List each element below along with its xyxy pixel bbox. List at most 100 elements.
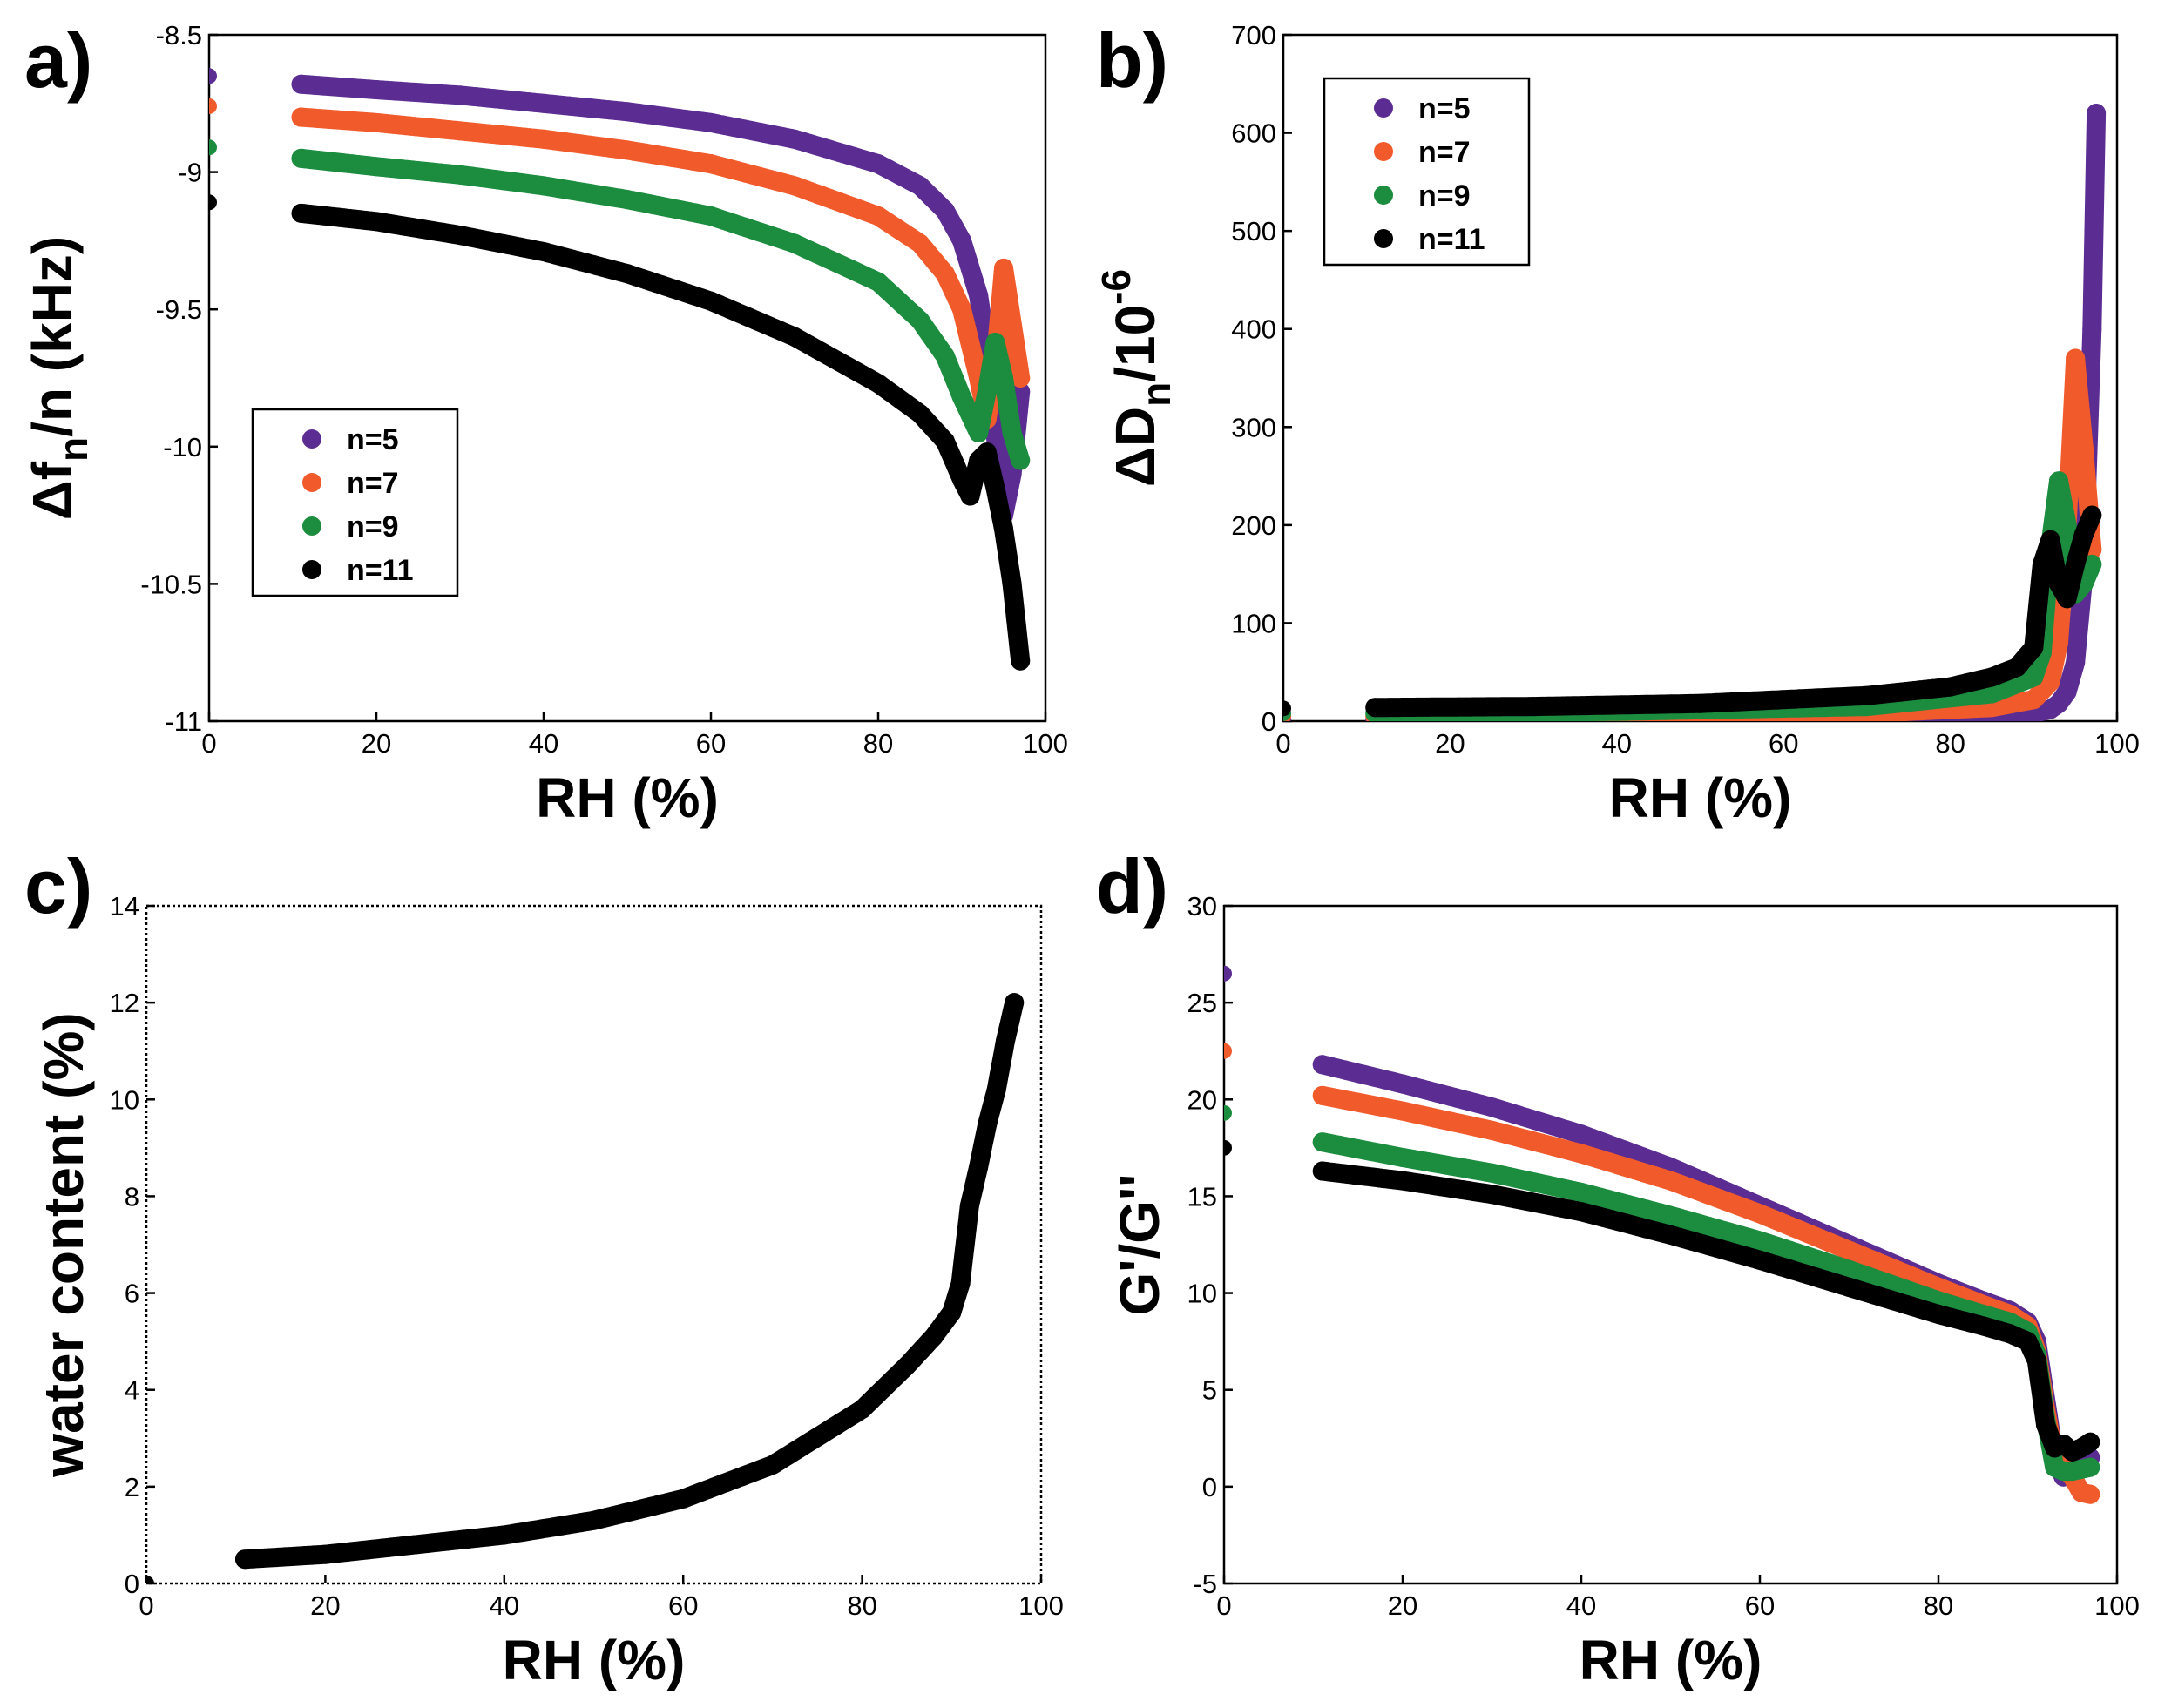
initial-point	[209, 194, 217, 211]
data-point	[2066, 554, 2086, 574]
series-line	[235, 993, 1025, 1570]
y-tick-label: -8.5	[156, 20, 202, 51]
data-point	[785, 327, 804, 347]
initial-point	[1224, 1043, 1232, 1059]
x-tick-label: 60	[1745, 1590, 1775, 1621]
y-tick-label: -9	[178, 158, 202, 188]
series-line	[1312, 1085, 2100, 1504]
series-n-11	[1224, 1139, 2100, 1462]
data-point	[2073, 525, 2094, 545]
data-point	[450, 121, 470, 141]
y-tick-label: -10	[163, 432, 202, 462]
legend-marker	[302, 516, 321, 536]
data-point	[1482, 1097, 1502, 1117]
y-axis-label: ΔDn/10-6	[1093, 269, 1179, 487]
data-point	[673, 1489, 693, 1509]
data-point	[618, 102, 637, 122]
series-n-9	[209, 139, 1031, 470]
data-point	[2024, 667, 2044, 687]
series-line	[291, 107, 1031, 429]
initial-point	[209, 68, 217, 84]
x-tick-label: 80	[1924, 1590, 1953, 1621]
data-point	[785, 176, 804, 196]
data-point	[701, 291, 720, 311]
legend-label: n=11	[1418, 223, 1485, 256]
data-point	[291, 148, 311, 168]
y-tick-label: 20	[1187, 1084, 1217, 1115]
data-point	[1011, 651, 1031, 671]
data-point	[1011, 368, 1031, 388]
data-point	[985, 478, 1005, 498]
data-point	[2082, 505, 2102, 525]
data-point	[1393, 1147, 1412, 1167]
data-point	[959, 1196, 979, 1216]
data-point	[291, 107, 311, 127]
data-point	[1312, 1161, 1332, 1181]
panel-c: c) 0 20 40 60 80 100 0 2 4 6 8 10 12 14 RH (%) water con…	[24, 843, 1064, 1691]
series-line	[291, 74, 1031, 525]
data-point	[1661, 1205, 1681, 1225]
data-point	[534, 93, 553, 113]
data-point	[952, 300, 971, 320]
y-tick-label: -11	[165, 706, 202, 737]
data-point	[869, 154, 888, 174]
data-point	[2040, 530, 2060, 550]
series-n-11	[209, 194, 1031, 671]
x-axis-label: RH (%)	[536, 766, 719, 829]
data-point	[977, 442, 997, 462]
x-tick-label: 20	[1435, 728, 1465, 759]
data-point	[1750, 1231, 1769, 1251]
data-point	[367, 112, 386, 132]
data-point	[618, 264, 637, 284]
data-point	[762, 1455, 782, 1475]
data-point	[2057, 682, 2077, 702]
data-point	[950, 1273, 971, 1293]
y-tick-label: -9.5	[156, 294, 202, 325]
data-point	[935, 346, 955, 366]
data-point	[2049, 632, 2069, 652]
y-axis-label: G'/G''	[1108, 1174, 1171, 1316]
data-point	[1973, 1316, 1993, 1336]
legend-label: n=11	[347, 554, 414, 587]
data-point	[291, 74, 311, 94]
data-point	[969, 286, 989, 306]
data-point	[2066, 652, 2086, 672]
data-point	[985, 423, 1005, 443]
initial-point	[1224, 1104, 1232, 1121]
data-point	[450, 85, 470, 105]
legend: n=5 n=7 n=9 n=11	[251, 408, 459, 597]
y-tick-label: 10	[1187, 1279, 1217, 1309]
y-axis-label: water content (%)	[32, 1012, 95, 1477]
data-point	[1857, 685, 1877, 705]
series-line	[1365, 505, 2102, 718]
legend-label: n=5	[1418, 92, 1471, 125]
data-point	[969, 423, 989, 443]
series-line	[1312, 1161, 2100, 1462]
panel-letter: c)	[24, 843, 92, 929]
panel-letter: d)	[1096, 843, 1168, 929]
data-point	[1839, 1277, 1859, 1297]
x-tick-label: 80	[1935, 728, 1965, 759]
data-point	[1005, 993, 1025, 1013]
initial-point	[1283, 700, 1291, 717]
series-n-11	[1283, 505, 2102, 718]
x-tick-label: 100	[2094, 728, 2140, 759]
x-tick-label: 20	[1388, 1590, 1417, 1621]
data-point	[2080, 1484, 2100, 1504]
initial-point	[1224, 965, 1232, 982]
data-point	[534, 129, 553, 149]
data-point	[1572, 1182, 1591, 1202]
panel-b: b) 0 20 40 60 80 100 0 100 200 300 400 500 600 700 RH (…	[1093, 17, 2140, 829]
series-line	[291, 148, 1031, 470]
data-point	[1572, 1124, 1591, 1144]
x-axis-label: RH (%)	[1580, 1629, 1762, 1691]
data-point	[977, 381, 997, 402]
legend-label: n=5	[347, 423, 399, 456]
data-point	[367, 212, 386, 232]
series-n-7	[1283, 348, 2102, 721]
x-tick-label: 0	[1216, 1590, 1231, 1621]
data-point	[1661, 1225, 1681, 1245]
y-tick-label: 600	[1231, 118, 1276, 149]
data-point	[584, 1510, 604, 1530]
